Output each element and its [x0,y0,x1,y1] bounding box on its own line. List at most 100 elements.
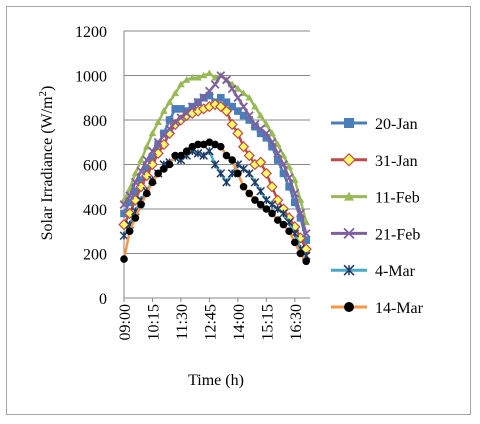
data-point [256,111,265,119]
data-point [211,140,219,149]
data-point [268,142,276,151]
data-point [262,205,271,213]
data-point [137,156,145,163]
data-point [148,129,157,137]
data-point [119,200,129,209]
chart-frame [6,6,471,415]
series-14-mar [120,138,311,266]
legend-entry: 31-Jan [331,153,418,170]
data-point [142,165,151,173]
data-point [171,105,180,113]
y-tick-label: 0 [99,291,107,308]
x-tick-label: 11:30 [174,304,191,340]
data-point [228,102,236,111]
data-point [160,107,168,114]
data-point [279,209,288,218]
data-point [120,209,128,218]
data-point [177,151,185,160]
x-tick-label: 16:30 [288,304,305,340]
data-point [278,160,288,169]
data-point [199,140,208,149]
data-point [210,79,220,89]
legend-entry: 4-Mar [331,263,416,280]
data-point [256,129,265,138]
data-point [343,227,355,240]
data-point [267,137,277,147]
data-point [284,173,294,183]
data-point [148,146,157,156]
data-point [158,138,170,151]
data-point [148,154,157,162]
data-point [188,73,197,81]
data-point [251,196,259,204]
data-point [154,118,162,126]
data-point [342,152,356,167]
data-point [296,249,305,258]
data-point [125,227,134,236]
data-point [268,209,276,218]
legend-label: 21-Feb [375,226,420,243]
data-point [131,187,140,195]
legend-entry: 21-Feb [331,226,420,243]
data-point [343,264,355,276]
data-point [165,98,174,105]
data-point [182,76,191,83]
data-point [182,147,191,155]
data-point [344,302,354,312]
data-point [296,196,305,203]
data-point [268,129,276,137]
data-point [216,169,226,178]
data-point [279,169,288,178]
series-line [122,103,308,250]
data-point [272,194,284,206]
data-point [244,169,254,178]
data-point [245,116,254,124]
data-point [216,142,225,151]
data-point [260,167,272,180]
y-axis-title-superscript: 2 [37,91,49,97]
data-point [222,75,231,85]
data-point [120,255,128,263]
data-point [239,182,248,191]
data-point [222,151,231,160]
data-point [273,216,282,224]
data-point [177,105,185,113]
data-point [193,149,203,158]
data-point [154,169,162,178]
data-point [125,191,135,201]
data-point [245,189,254,198]
data-point [142,155,152,165]
legend-entry: 11-Feb [331,190,420,207]
data-point [210,160,220,169]
data-point [251,122,259,131]
y-tick-label: 600 [83,158,107,175]
data-point [171,89,180,97]
y-axis-title: Solar Irradiance (W/m2) [37,86,56,241]
y-tick-label: 800 [83,113,107,130]
data-point [273,148,283,158]
data-point [279,220,288,229]
data-point [291,198,299,207]
data-point [237,141,250,153]
data-point [244,111,254,120]
data-point [296,209,305,218]
data-point [285,182,293,191]
data-point [148,178,157,187]
data-point [243,149,255,162]
data-point [227,84,237,94]
data-point [226,118,238,131]
data-point [136,166,146,176]
y-axis-title-paren: ) [39,86,56,91]
legend-label: 14-Mar [375,300,424,317]
data-point [215,101,227,113]
data-point [239,111,248,120]
data-point [227,169,237,178]
data-point [137,176,145,184]
y-tick-label: 400 [83,202,107,219]
series-11-feb [120,69,311,226]
data-point [216,93,225,102]
data-point [262,134,271,142]
data-point [261,128,271,138]
data-point [205,69,214,77]
